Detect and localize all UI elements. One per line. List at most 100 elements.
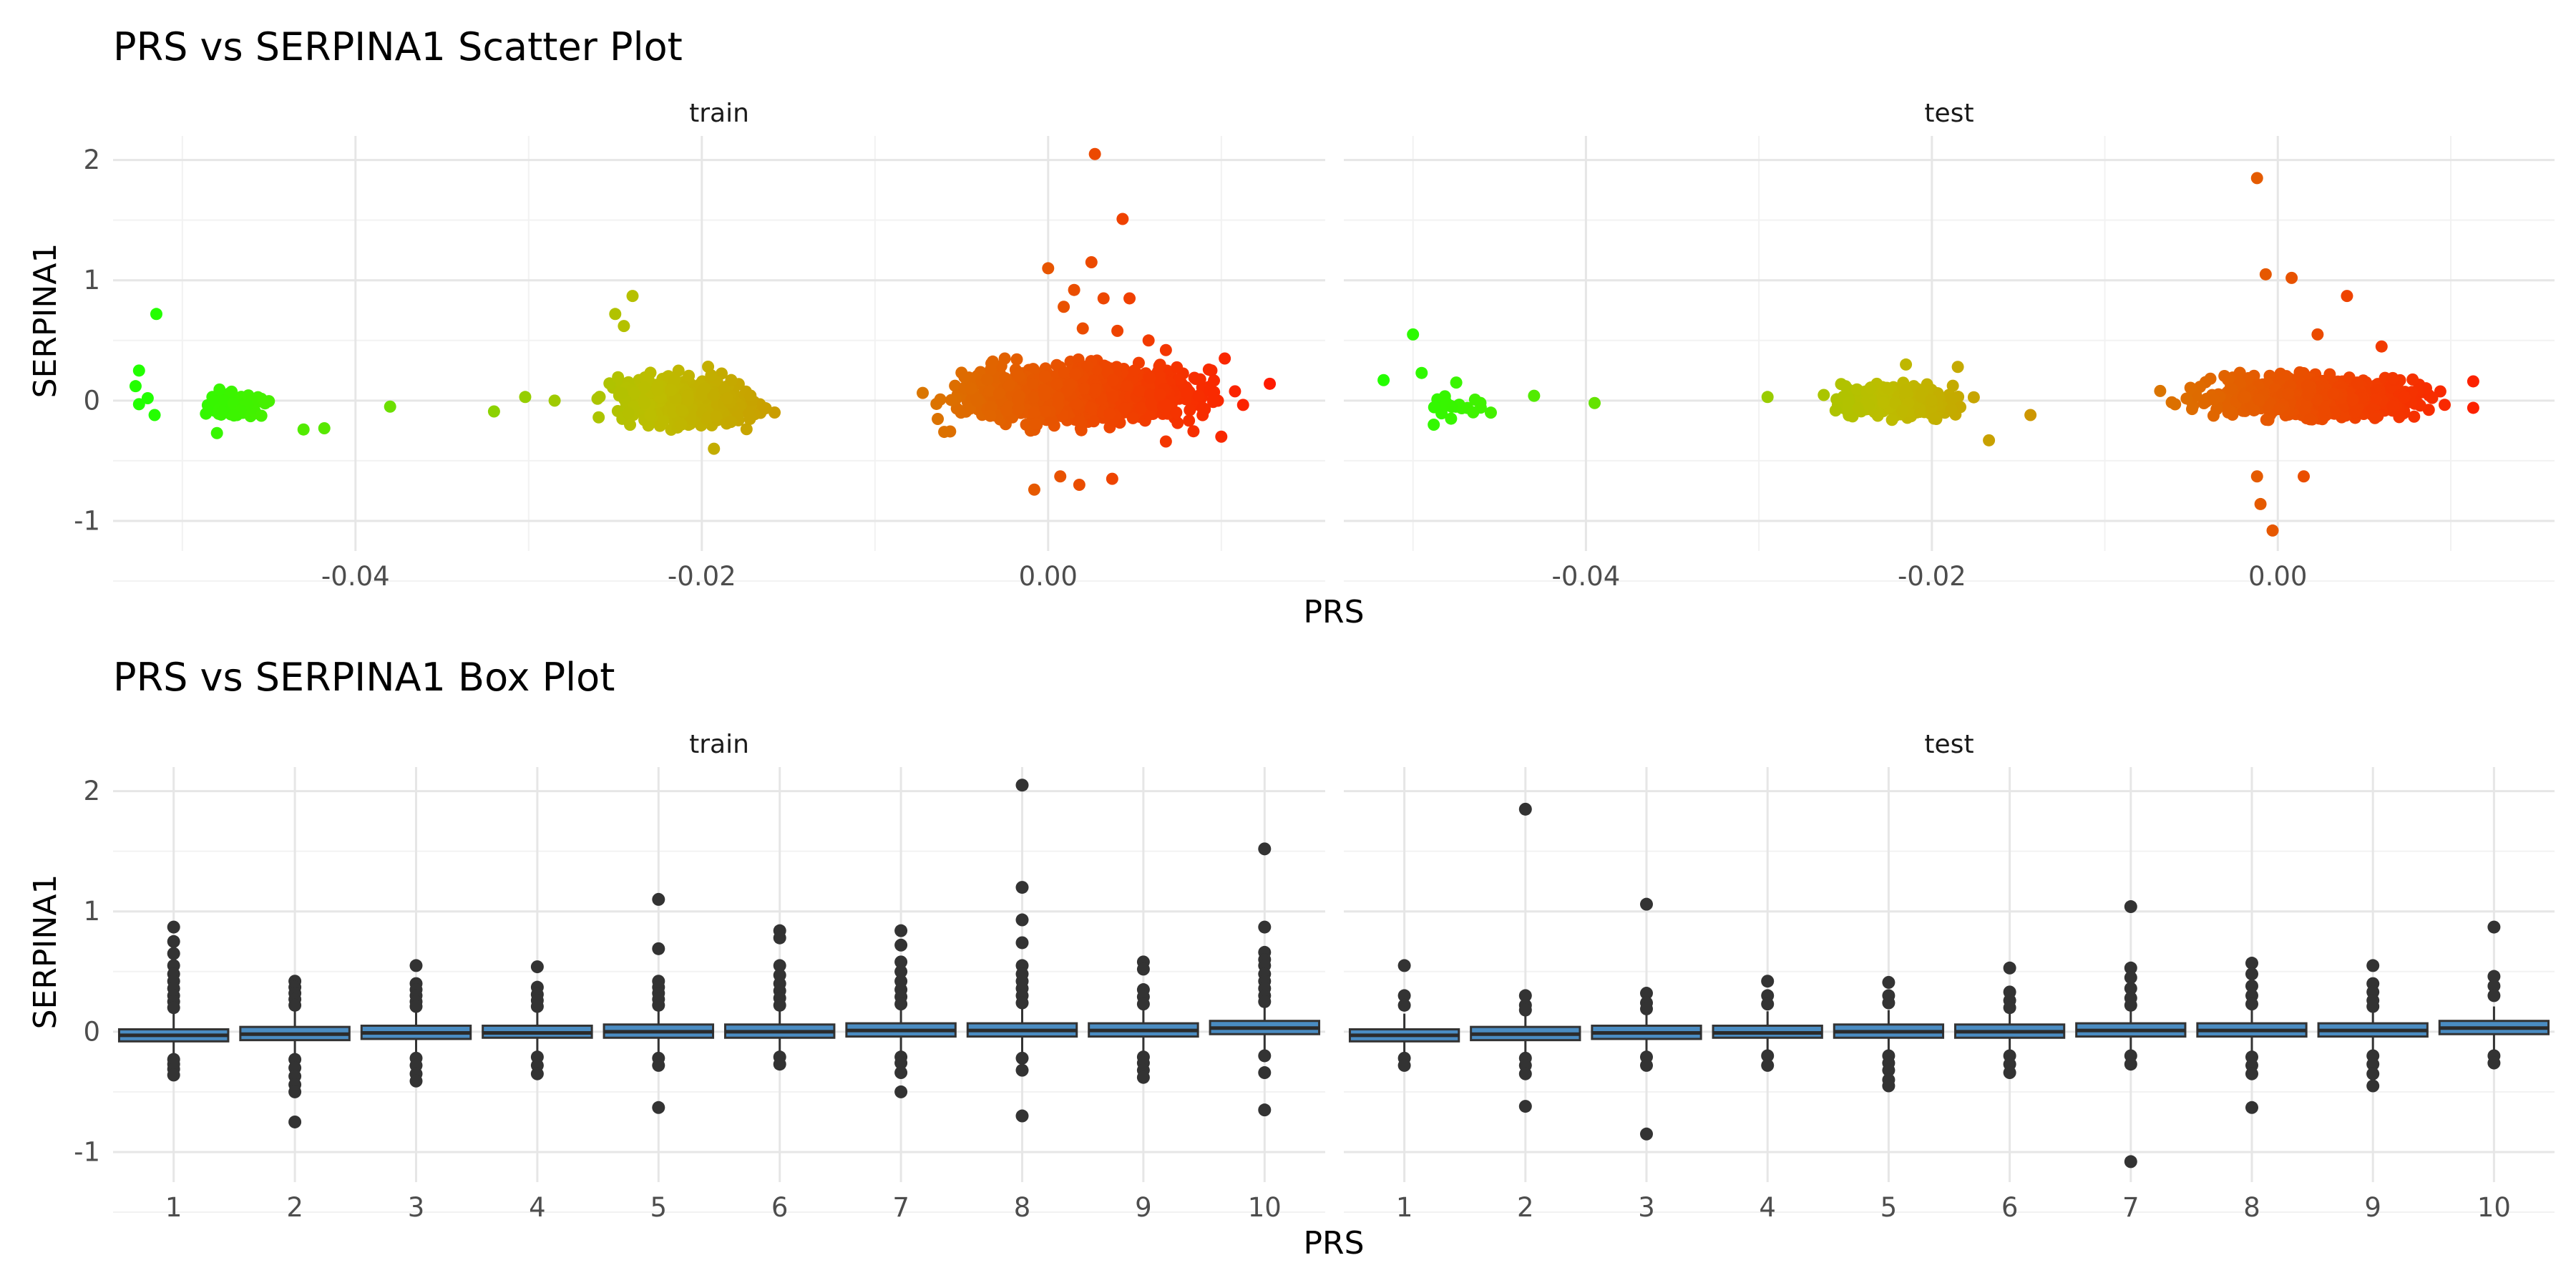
box-outlier — [1882, 996, 1896, 1010]
scatter-point — [2180, 392, 2193, 405]
scatter-point — [2254, 497, 2267, 510]
scatter-point — [1850, 383, 1863, 396]
scatter-point — [705, 369, 718, 381]
box-outlier — [167, 1068, 180, 1082]
scatter-point — [1088, 415, 1101, 428]
scatter-point — [612, 371, 625, 384]
scatter-point — [986, 355, 999, 368]
scatter-point — [2207, 409, 2220, 422]
scatter-point — [744, 389, 757, 402]
scatter-point — [1143, 371, 1156, 384]
box-outlier — [1640, 1002, 1653, 1015]
box-outlier — [894, 965, 908, 978]
scatter-point — [657, 414, 670, 427]
scatter-point — [1171, 361, 1184, 374]
scatter-point — [710, 410, 723, 423]
box-outlier — [167, 935, 180, 948]
scatter-point — [1896, 404, 1909, 417]
box-y-ticks: -1 0 1 2 — [74, 776, 100, 1167]
scatter-point — [2259, 268, 2272, 280]
box-outlier — [288, 998, 302, 1012]
scatter-point — [1028, 391, 1040, 404]
box-outlier — [894, 1085, 908, 1098]
box-y-tick: 0 — [83, 1016, 100, 1047]
scatter-point — [2406, 373, 2419, 386]
box-outlier — [2487, 1056, 2501, 1070]
box-outlier — [1258, 1103, 1272, 1117]
scatter-point — [1106, 472, 1118, 485]
box-outlier — [409, 959, 423, 972]
box-outlier — [409, 1074, 423, 1088]
scatter-point — [592, 411, 605, 424]
scatter-point — [1076, 322, 1089, 335]
scatter-point — [1026, 377, 1039, 390]
box-outlier — [1761, 1058, 1775, 1072]
box-outlier — [1518, 1067, 1532, 1080]
box-outlier — [2003, 961, 2016, 975]
box-outlier — [2245, 1101, 2258, 1114]
scatter-point — [983, 384, 996, 397]
scatter-point — [255, 409, 268, 422]
box-outlier — [1136, 997, 1150, 1011]
scatter-point — [1407, 328, 1420, 341]
box-panel-train: train 1 2 3 4 5 6 7 8 9 10 — [113, 730, 1325, 1223]
scatter-point — [2311, 328, 2324, 341]
scatter-point — [984, 409, 997, 422]
scatter-point — [218, 394, 231, 407]
box-outlier — [1015, 881, 1029, 894]
box-outlier — [2366, 1079, 2380, 1093]
scatter-point — [1885, 414, 1898, 426]
scatter-point — [1264, 377, 1277, 390]
scatter-point — [1081, 360, 1094, 373]
box-x-tick: 9 — [1135, 1192, 1152, 1223]
scatter-point — [1208, 386, 1221, 399]
scatter-point — [707, 389, 720, 401]
scatter-point — [958, 371, 971, 384]
scatter-point — [1881, 381, 1894, 394]
scatter-point — [1236, 399, 1249, 411]
scatter-point — [1983, 434, 1996, 447]
scatter-point — [1070, 398, 1083, 411]
scatter-gridlines — [1344, 136, 2555, 582]
scatter-point — [1951, 361, 1964, 374]
scatter-point — [708, 442, 721, 455]
box-outlier — [288, 1085, 302, 1098]
scatter-point — [1181, 386, 1194, 399]
box-outlier — [894, 1056, 908, 1070]
scatter-point — [1089, 382, 1102, 395]
scatter-point — [1428, 401, 1440, 414]
scatter-point — [1121, 379, 1133, 392]
scatter-point — [721, 391, 734, 404]
box-outlier — [773, 959, 786, 972]
box-outlier — [1015, 1051, 1029, 1065]
scatter-point — [1415, 366, 1428, 379]
box-x-tick: 1 — [1396, 1192, 1413, 1223]
scatter-y-tick: 2 — [83, 145, 100, 175]
scatter-point — [1013, 370, 1025, 383]
box-x-tick: 5 — [1880, 1192, 1898, 1223]
scatter-point — [2303, 413, 2316, 426]
box-outlier — [2487, 970, 2501, 983]
scatter-point — [1118, 402, 1131, 415]
scatter-point — [1192, 389, 1205, 402]
scatter-point — [297, 423, 310, 436]
scatter-point — [1068, 283, 1080, 296]
box-outlier — [652, 998, 665, 1012]
scatter-point — [615, 387, 628, 400]
box-outlier — [1015, 936, 1029, 950]
scatter-point — [1864, 381, 1877, 394]
scatter-panel-test: test -0.04 -0.02 0.00 — [1344, 99, 2555, 592]
scatter-point — [740, 423, 753, 436]
scatter-point — [2368, 411, 2381, 424]
scatter-point — [1445, 412, 1458, 425]
scatter-point — [1173, 373, 1186, 386]
box-outlier — [2124, 998, 2137, 1012]
scatter-point — [683, 369, 696, 382]
scatter-strip-label-train: train — [689, 99, 749, 128]
box-outlier — [409, 1000, 423, 1013]
scatter-point — [1528, 389, 1541, 402]
scatter-point — [1852, 401, 1865, 414]
scatter-y-tick: -1 — [74, 505, 100, 536]
scatter-x-tick: -0.04 — [321, 561, 390, 592]
scatter-point — [724, 416, 737, 429]
